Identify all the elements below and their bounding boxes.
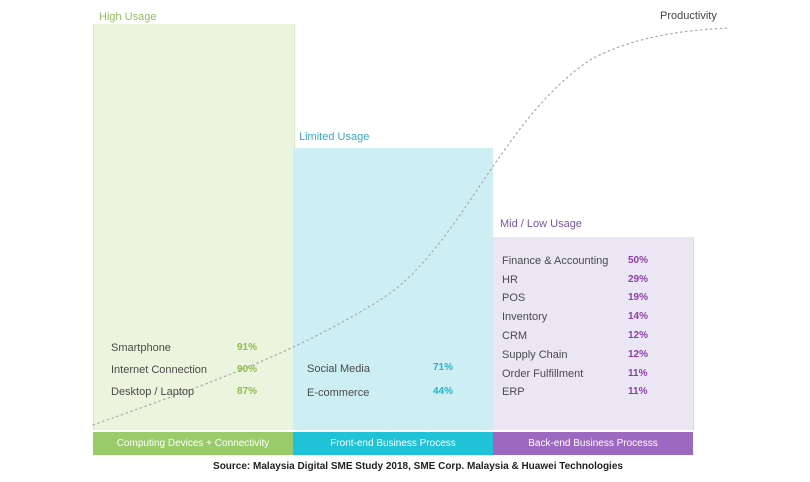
item-label-crm: CRM bbox=[502, 330, 528, 342]
item-label-finance-accounting: Finance & Accounting bbox=[502, 255, 609, 267]
band-back-end-business-process: Back-end Business Processs bbox=[493, 432, 693, 455]
item-value-erp: 11% bbox=[628, 386, 648, 397]
item-value-internet-connection: 90% bbox=[237, 364, 258, 375]
item-value-supply-chain: 12% bbox=[628, 349, 649, 360]
band-front-end-business-process: Front-end Business Process bbox=[293, 432, 493, 455]
item-value-pos: 19% bbox=[628, 292, 649, 303]
source-caption: Source: Malaysia Digital SME Study 2018,… bbox=[213, 461, 623, 472]
item-value-smartphone: 91% bbox=[237, 342, 258, 353]
item-label-social-media: Social Media bbox=[307, 363, 370, 375]
item-value-e-commerce: 44% bbox=[433, 386, 454, 397]
item-label-order-fulfillment: Order Fulfillment bbox=[502, 368, 584, 380]
item-label-erp: ERP bbox=[502, 386, 525, 398]
item-label-pos: POS bbox=[502, 292, 526, 304]
item-value-inventory: 14% bbox=[628, 311, 649, 322]
productivity-label: Productivity bbox=[660, 10, 717, 22]
limited-usage-title: Limited Usage bbox=[299, 131, 370, 143]
item-label-inventory: Inventory bbox=[502, 311, 548, 323]
item-value-finance-accounting: 50% bbox=[628, 255, 649, 266]
item-value-social-media: 71% bbox=[433, 362, 454, 373]
item-label-desktop-laptop: Desktop / Laptop bbox=[111, 386, 195, 398]
mid-low-usage-title: Mid / Low Usage bbox=[500, 218, 582, 230]
high-usage-title: High Usage bbox=[99, 11, 157, 23]
item-value-order-fulfillment: 11% bbox=[628, 368, 648, 379]
band-computing-devices-connectivity: Computing Devices + Connectivity bbox=[93, 432, 293, 455]
item-label-internet-connection: Internet Connection bbox=[111, 364, 208, 376]
item-value-desktop-laptop: 87% bbox=[237, 386, 258, 397]
item-value-crm: 12% bbox=[628, 330, 649, 341]
item-value-hr: 29% bbox=[628, 274, 649, 285]
item-label-e-commerce: E-commerce bbox=[307, 387, 370, 399]
item-label-hr: HR bbox=[502, 274, 518, 286]
item-label-supply-chain: Supply Chain bbox=[502, 349, 568, 361]
item-label-smartphone: Smartphone bbox=[111, 342, 171, 354]
